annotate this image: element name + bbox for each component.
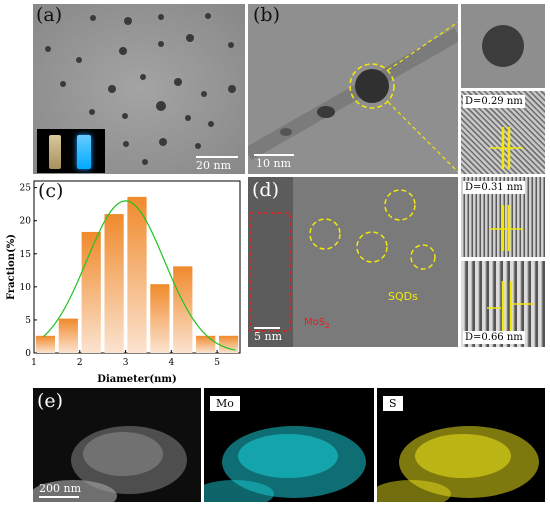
histogram-bar	[218, 335, 239, 353]
panel-e-s-map: S	[377, 388, 545, 502]
lattice-marker-d2	[487, 281, 533, 331]
panel-d-scale-label: 5 nm	[254, 330, 283, 343]
s-element-label: S	[383, 396, 403, 411]
panel-a-label: (a)	[36, 4, 63, 26]
panel-a-scale-label: 20 nm	[196, 159, 232, 172]
panel-b-d-spacing-label: D=0.29 nm	[463, 95, 525, 108]
panel-b-inset-lattice-fringes: D=0.29 nm	[461, 91, 545, 174]
y-tick-label: 0	[25, 349, 31, 359]
inset-dot-zoom-graphic	[461, 4, 545, 88]
panel-d-label: (d)	[252, 179, 279, 201]
x-tick-label: 4	[168, 358, 174, 368]
mos2-subscript: 2	[325, 322, 330, 330]
histogram-bar	[173, 266, 193, 353]
panel-c-histogram: 0 5 10 15 20 25 1 2 3 4 5 Diameter(nm) Fraction(%…	[4, 177, 242, 387]
histogram-bar	[150, 284, 170, 353]
histogram-bar	[35, 335, 56, 353]
y-tick-label: 15	[20, 250, 32, 260]
gaussian-fit-curve	[42, 200, 236, 351]
panel-c-label: (c)	[38, 180, 64, 202]
y-tick-label: 5	[25, 316, 31, 326]
lattice-marker-d1	[489, 205, 523, 251]
x-tick-label: 1	[31, 358, 37, 368]
panel-a-scale-bar	[196, 156, 238, 158]
chart-y-axis-label: Fraction(%)	[6, 234, 17, 300]
x-tick-label: 3	[123, 358, 129, 368]
y-tick-label: 10	[20, 283, 32, 293]
histogram-bar	[104, 214, 124, 353]
chart-y-ticks: 0 5 10 15 20 25	[20, 184, 37, 359]
panel-d-inset-lattice-1: D=0.31 nm	[461, 177, 545, 257]
panel-d-scale-bar	[254, 327, 280, 329]
chart-x-axis-label: Diameter(nm)	[97, 374, 176, 385]
mo-element-label: Mo	[210, 396, 240, 411]
panel-e-haadf-image: 200 nm	[33, 388, 201, 502]
panel-d-d-spacing-label-1: D=0.31 nm	[463, 181, 525, 194]
panel-b-micrograph	[248, 4, 458, 174]
chart-bars	[35, 196, 239, 353]
histogram-bar	[127, 196, 147, 353]
x-tick-label: 2	[77, 358, 83, 368]
panel-a-inset-vial-photo	[37, 129, 105, 173]
lattice-marker-b	[489, 127, 523, 169]
vial-daylight	[49, 135, 61, 169]
panel-b-label: (b)	[253, 4, 280, 26]
panel-d-mos2-label: MoS2	[304, 317, 330, 330]
panel-a-tem-image: 20 nm	[33, 4, 245, 174]
chart-x-ticks: 1 2 3 4 5	[31, 350, 220, 368]
mo-elemental-map-graphic	[204, 388, 374, 502]
panel-d-inset-lattice-2: D=0.66 nm	[461, 261, 545, 347]
panel-b-scale-label: 10 nm	[256, 157, 292, 170]
y-tick-label: 25	[20, 184, 32, 194]
panel-d-micrograph	[248, 177, 458, 347]
panel-e-scale-bar	[39, 496, 79, 498]
vial-uv-fluorescent	[77, 135, 91, 169]
histogram-bar	[58, 318, 78, 353]
panel-b-inset-dot-zoom	[461, 4, 545, 88]
panel-d-hrtem-image: SQDs MoS2 5 nm	[248, 177, 458, 347]
s-elemental-map-graphic	[377, 388, 545, 502]
panel-c-chart-svg: 0 5 10 15 20 25 1 2 3 4 5 Diameter(nm) Fraction(%…	[6, 180, 241, 385]
panel-d-d-spacing-label-2: D=0.66 nm	[463, 331, 525, 344]
panel-b-hrtem-image: 10 nm	[248, 4, 458, 174]
histogram-bar	[196, 335, 216, 353]
x-tick-label: 5	[214, 358, 220, 368]
panel-d-sqds-label: SQDs	[388, 290, 418, 303]
y-tick-label: 20	[20, 217, 32, 227]
panel-e-scale-label: 200 nm	[39, 482, 82, 495]
panel-e-haadf-graphic	[33, 388, 201, 502]
panel-e-mo-map: Mo	[204, 388, 374, 502]
mos2-text: MoS	[304, 317, 326, 328]
panel-b-scale-bar	[254, 154, 294, 156]
panel-e-label: (e)	[37, 390, 64, 412]
